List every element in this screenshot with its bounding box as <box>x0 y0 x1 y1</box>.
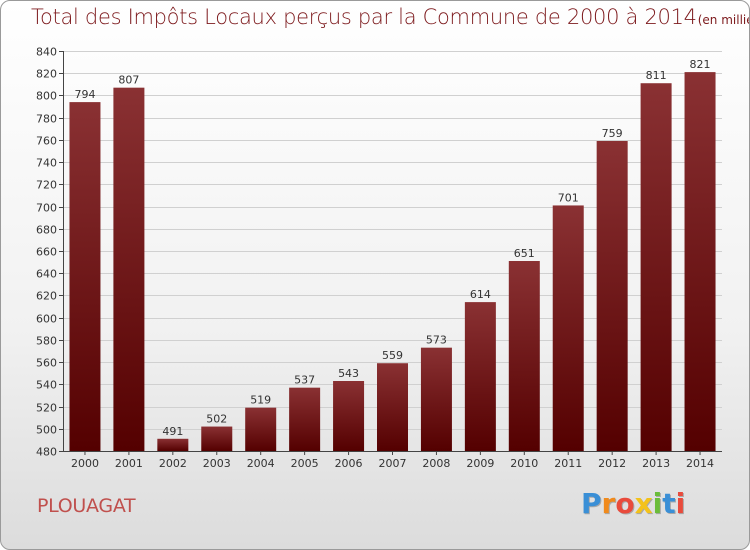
x-tick-label-2005: 2005 <box>291 457 319 470</box>
y-tick-label-840: 840 <box>36 46 57 59</box>
y-tick-label-700: 700 <box>36 202 57 215</box>
y-tick-label-620: 620 <box>36 290 57 303</box>
y-tick-label-760: 760 <box>36 135 57 148</box>
bar-2014 <box>684 72 716 451</box>
value-label-2012: 759 <box>602 127 623 140</box>
bar-2007 <box>377 363 408 451</box>
value-labels: 794 807 491 502 519 537 543 559 573 614 651 701 759 8… <box>74 58 710 438</box>
value-label-2007: 559 <box>382 349 403 362</box>
value-label-2003: 502 <box>206 413 227 426</box>
value-label-2001: 807 <box>118 74 139 87</box>
x-tick-label-2003: 2003 <box>203 457 231 470</box>
y-tick-labels: 480 500 520 540 560 580 600 620 640 660 680 700 720 7… <box>36 46 57 459</box>
value-label-2013: 811 <box>646 69 667 82</box>
value-label-2000: 794 <box>74 88 95 101</box>
y-tick-label-600: 600 <box>36 313 57 326</box>
y-tick-label-660: 660 <box>36 246 57 259</box>
x-tick-label-2002: 2002 <box>159 457 187 470</box>
bar-2006 <box>333 381 365 451</box>
value-label-2009: 614 <box>470 288 491 301</box>
value-label-2014: 821 <box>690 58 711 71</box>
value-label-2002: 491 <box>162 425 183 438</box>
bar-2013 <box>640 83 672 451</box>
logo-letter: r <box>601 487 616 520</box>
bar-2003 <box>201 426 233 451</box>
logo-letter: o <box>615 487 635 520</box>
commune-name: PLOUAGAT <box>37 495 136 517</box>
value-label-2006: 543 <box>338 367 359 380</box>
x-tick-label-2012: 2012 <box>598 457 626 470</box>
bars <box>69 72 716 452</box>
logo-letter: x <box>634 487 653 520</box>
x-tick-label-2013: 2013 <box>642 457 670 470</box>
bar-2011 <box>552 205 584 451</box>
chart-title: Total des Impôts Locaux perçus par la Co… <box>31 5 749 29</box>
proxiti-logo[interactable]: Proxiti <box>581 487 685 520</box>
y-tick-label-480: 480 <box>36 446 57 459</box>
bar-2008 <box>420 347 452 451</box>
logo-letter: i <box>652 487 663 520</box>
y-tick-label-780: 780 <box>36 113 57 126</box>
x-tick-label-2007: 2007 <box>379 457 407 470</box>
bar-2002 <box>157 438 189 451</box>
bar-2005 <box>289 387 321 451</box>
value-label-2008: 573 <box>426 334 447 347</box>
logo-letter: t <box>662 487 676 520</box>
x-tick-label-2011: 2011 <box>554 457 582 470</box>
y-tick-label-820: 820 <box>36 68 57 81</box>
y-tick-label-520: 520 <box>36 402 57 415</box>
value-label-2005: 537 <box>294 374 315 387</box>
value-label-2011: 701 <box>558 191 579 204</box>
logo-letter: i <box>675 487 686 520</box>
bar-2009 <box>464 302 496 451</box>
bar-2001 <box>113 87 145 452</box>
x-tick-label-2010: 2010 <box>510 457 538 470</box>
x-tick-label-2004: 2004 <box>247 457 275 470</box>
x-tick-label-2008: 2008 <box>422 457 450 470</box>
x-tick-label-2001: 2001 <box>115 457 143 470</box>
axes <box>63 51 722 455</box>
value-label-2010: 651 <box>514 247 535 260</box>
x-tick-label-2000: 2000 <box>71 457 99 470</box>
y-tick-label-500: 500 <box>36 424 57 437</box>
x-tick-label-2009: 2009 <box>466 457 494 470</box>
bar-2010 <box>508 261 540 451</box>
y-tick-label-720: 720 <box>36 179 57 192</box>
y-tick-label-640: 640 <box>36 268 57 281</box>
title-text: Total des Impôts Locaux perçus par la Co… <box>31 5 697 29</box>
y-tick-label-580: 580 <box>36 335 57 348</box>
x-tick-label-2006: 2006 <box>335 457 363 470</box>
bar-2012 <box>596 141 628 451</box>
title-unit: (en milliers d'€) <box>697 13 749 27</box>
value-label-2004: 519 <box>250 394 271 407</box>
bar-2000 <box>69 102 101 451</box>
y-tick-label-540: 540 <box>36 379 57 392</box>
y-tick-label-740: 740 <box>36 157 57 170</box>
x-tick-label-2014: 2014 <box>686 457 714 470</box>
y-tick-label-800: 800 <box>36 90 57 103</box>
y-tick-label-680: 680 <box>36 224 57 237</box>
logo-letter: P <box>581 487 602 520</box>
y-tick-label-560: 560 <box>36 357 57 370</box>
x-tick-labels: 2000 2001 2002 2003 2004 2005 2006 2007 2008 2009… <box>71 457 714 470</box>
bar-2004 <box>245 407 277 451</box>
